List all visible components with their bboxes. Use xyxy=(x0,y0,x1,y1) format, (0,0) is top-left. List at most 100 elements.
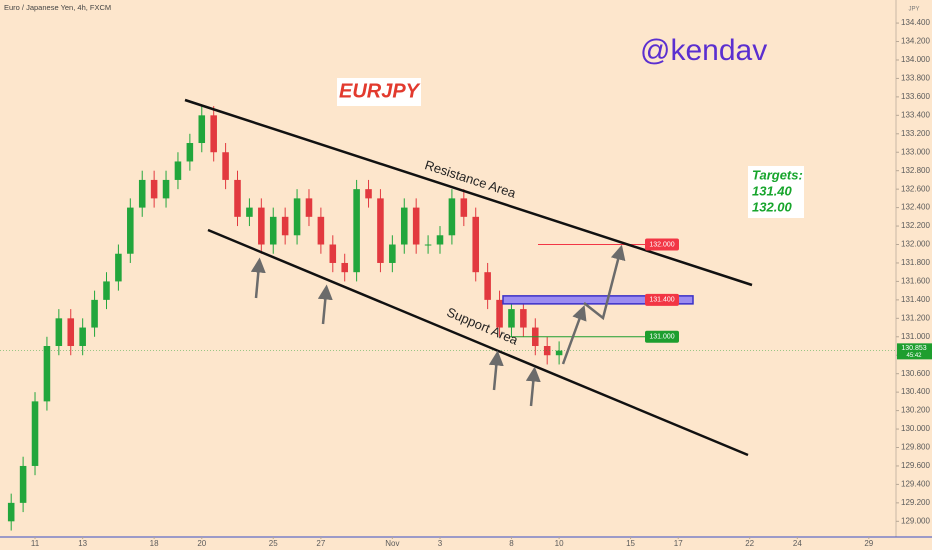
x-tick-label: 25 xyxy=(269,539,278,548)
x-tick-label: 24 xyxy=(793,539,802,548)
candle-body xyxy=(246,207,253,217)
y-tick-label: 131.200 xyxy=(901,313,930,322)
candle-body xyxy=(520,309,527,328)
arrow xyxy=(488,350,504,391)
candle-body xyxy=(353,189,360,273)
currency: JPY xyxy=(908,7,919,13)
candle-body xyxy=(293,198,301,236)
y-tick-label: 132.200 xyxy=(901,221,930,230)
countdown: 45:42 xyxy=(906,353,922,359)
y-tick-label: 131.800 xyxy=(901,258,930,267)
candle-body xyxy=(329,244,337,263)
arrow xyxy=(525,366,541,407)
candle-body xyxy=(258,207,265,245)
y-tick-label: 130.600 xyxy=(901,369,930,378)
level-label: 131.000 xyxy=(649,334,674,341)
author: @kendav xyxy=(640,34,767,67)
y-tick-label: 133.000 xyxy=(901,147,930,156)
candle-body xyxy=(55,318,63,347)
candle-body xyxy=(115,253,122,282)
y-tick-label: 130.000 xyxy=(901,424,930,433)
y-tick-label: 131.400 xyxy=(901,295,930,304)
targets-box xyxy=(748,166,804,218)
level-label: 132.000 xyxy=(649,241,674,248)
x-tick-label: 27 xyxy=(316,539,325,548)
level-tag xyxy=(645,293,679,306)
candle-body xyxy=(138,179,146,208)
x-tick-label: 18 xyxy=(150,539,159,548)
candle-body xyxy=(472,216,480,273)
candle-body xyxy=(305,198,313,217)
candle-body xyxy=(79,327,86,347)
candle-body xyxy=(31,401,39,466)
y-tick-label: 129.000 xyxy=(901,516,930,525)
y-tick-label: 132.000 xyxy=(901,240,930,249)
candle-body xyxy=(389,244,396,263)
y-tick-label: 130.200 xyxy=(901,406,930,415)
candle-body xyxy=(174,161,182,180)
x-tick-label: 13 xyxy=(78,539,87,548)
x-tick-label: 15 xyxy=(626,539,635,548)
candle-body xyxy=(400,207,408,245)
candle-body xyxy=(210,115,217,153)
level-label: 131.400 xyxy=(649,297,674,304)
last-price-tag xyxy=(897,343,932,360)
x-tick-label: 3 xyxy=(438,539,443,548)
x-tick-label: 22 xyxy=(745,539,754,548)
y-tick-label: 134.000 xyxy=(901,55,930,64)
y-tick-label: 131.000 xyxy=(901,332,930,341)
candle-body xyxy=(508,309,515,328)
last-price-label: 130.853 xyxy=(901,345,926,352)
target: 132.00 xyxy=(752,199,793,214)
candle-body xyxy=(365,189,372,199)
candle-body xyxy=(127,207,134,254)
candle-body xyxy=(269,216,277,245)
candle-body xyxy=(162,179,170,199)
x-tick-label: 17 xyxy=(674,539,683,548)
plot-area xyxy=(0,106,896,531)
candle-body xyxy=(317,216,325,245)
arrows xyxy=(250,244,626,407)
candle-body xyxy=(377,198,384,263)
arrow xyxy=(583,244,626,321)
y-tick-label: 133.800 xyxy=(901,74,930,83)
candle-body xyxy=(91,299,98,328)
y-tick-label: 129.600 xyxy=(901,461,930,470)
chart-title: EURJPY xyxy=(339,80,421,102)
candle-body xyxy=(496,299,503,328)
y-tick-label: 129.400 xyxy=(901,480,930,489)
x-tick-label: Nov xyxy=(385,539,399,548)
support-line xyxy=(207,228,749,457)
candle-body xyxy=(222,152,229,180)
x-tick-label: 11 xyxy=(31,539,40,548)
candle-body xyxy=(281,216,289,236)
x-tick-label: 20 xyxy=(197,539,206,548)
resistance-line xyxy=(184,98,753,287)
candle-body xyxy=(186,143,194,162)
arrow xyxy=(317,284,333,325)
arrow xyxy=(561,304,587,365)
candle-body xyxy=(67,318,75,347)
y-tick-label: 129.200 xyxy=(901,498,930,507)
candle-body xyxy=(484,272,491,300)
candle-body xyxy=(424,244,432,246)
candle-body xyxy=(103,281,110,300)
candle-body xyxy=(436,235,444,245)
y-tick-label: 134.200 xyxy=(901,37,930,46)
y-tick-label: 129.800 xyxy=(901,443,930,452)
y-tick-label: 132.400 xyxy=(901,203,930,212)
title-box xyxy=(337,78,421,106)
y-tick-label: 134.400 xyxy=(901,18,930,27)
level-zone xyxy=(502,295,694,305)
symbol-info: Euro / Japanese Yen, 4h, FXCM xyxy=(4,3,111,12)
x-tick-label: 10 xyxy=(555,539,564,548)
level-tag xyxy=(645,330,679,343)
x-tick-label: 8 xyxy=(509,539,514,548)
candle-body xyxy=(341,262,348,273)
y-tick-label: 132.600 xyxy=(901,184,930,193)
y-tick-label: 132.800 xyxy=(901,166,930,175)
level-tag xyxy=(645,238,679,251)
x-tick-label: 29 xyxy=(864,539,873,548)
arrow xyxy=(250,257,266,299)
